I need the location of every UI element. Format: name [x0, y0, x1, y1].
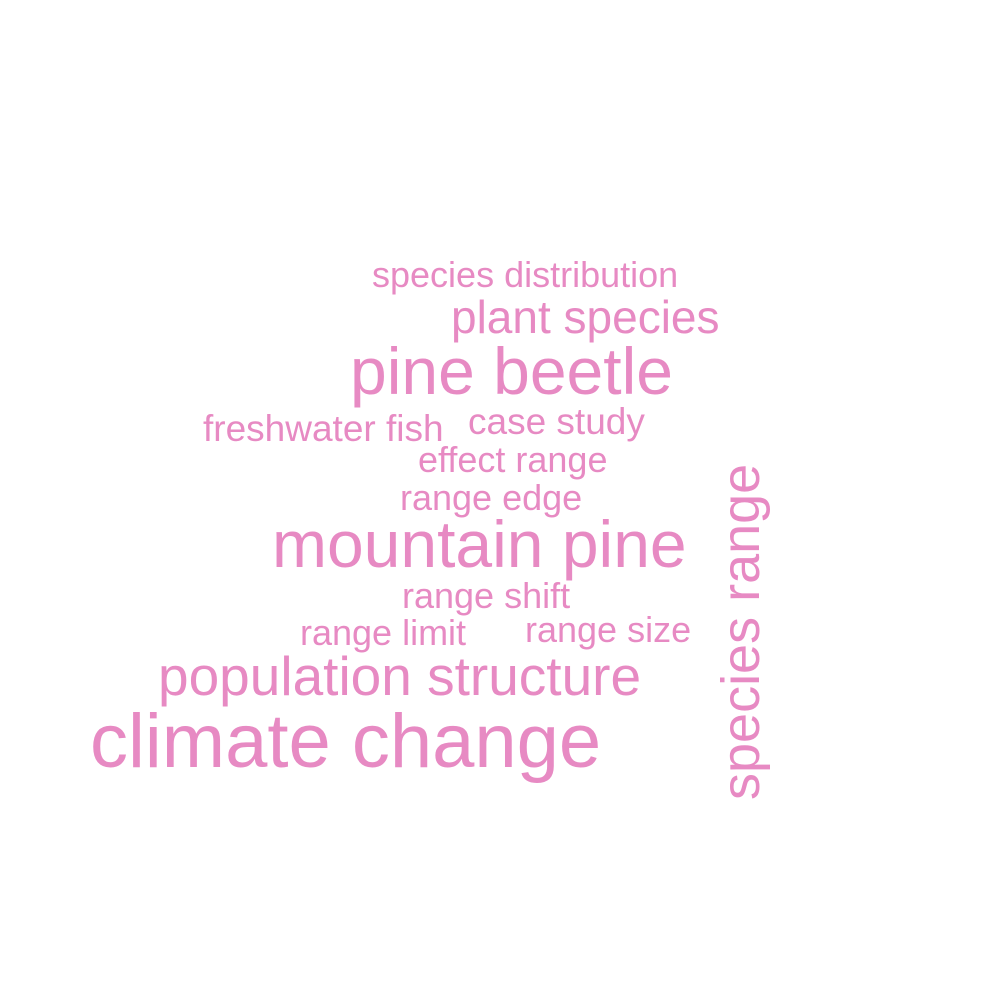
- word-range-limit: range limit: [300, 612, 467, 653]
- word-freshwater-fish: freshwater fish: [203, 408, 444, 449]
- word-range-edge: range edge: [400, 477, 583, 518]
- word-species-distribution: species distribution: [372, 254, 679, 295]
- word-climate-change: climate change: [90, 699, 602, 784]
- word-range-shift: range shift: [402, 575, 571, 616]
- word-effect-range: effect range: [418, 439, 608, 480]
- word-plant-species: plant species: [451, 291, 720, 343]
- word-mountain-pine: mountain pine: [272, 507, 687, 581]
- word-species-range: species range: [711, 463, 771, 800]
- word-population-structure: population structure: [158, 645, 642, 707]
- word-pine-beetle: pine beetle: [350, 334, 673, 408]
- word-range-size: range size: [525, 609, 692, 650]
- word-case-study: case study: [468, 401, 645, 442]
